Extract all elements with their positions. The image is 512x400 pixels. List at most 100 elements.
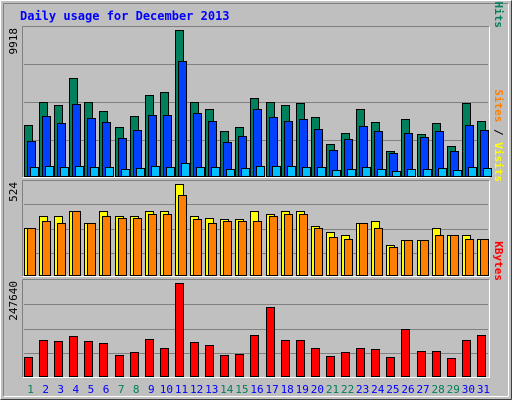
bar-sites xyxy=(344,239,353,276)
bar-kbytes xyxy=(477,335,486,377)
day-label: 4 xyxy=(73,383,80,396)
day-label: 28 xyxy=(432,383,445,396)
day-label: 21 xyxy=(326,383,339,396)
bar-kbytes xyxy=(281,340,290,377)
day-label: 8 xyxy=(133,383,140,396)
bar-pages xyxy=(211,167,220,177)
y-max-label: 247640 xyxy=(7,281,20,321)
bar-pages xyxy=(256,166,265,177)
bar-sites xyxy=(359,223,368,276)
day-label: 3 xyxy=(57,383,64,396)
bar-kbytes xyxy=(326,356,335,377)
day-label: 13 xyxy=(205,383,218,396)
bar-sites xyxy=(404,240,413,276)
day-label: 16 xyxy=(250,383,263,396)
bar-sites xyxy=(420,240,429,276)
day-labels: 1 2 3 4 5 6 7 8 9 10 11 12 13 14 15 16 17 18 19 20 21 22 23 24 2… xyxy=(27,383,490,396)
bar-pages xyxy=(302,167,311,177)
bar-sites xyxy=(435,235,444,276)
bar-kbytes xyxy=(235,354,244,377)
day-label: 14 xyxy=(220,383,234,396)
day-label: 7 xyxy=(118,383,125,396)
legend: Pages / Files / Hits xyxy=(492,0,505,28)
bar-kbytes xyxy=(99,343,108,377)
bar-pages xyxy=(272,166,281,177)
bar-pages xyxy=(407,169,416,177)
chart-title: Daily usage for December 2013 xyxy=(20,9,230,23)
bar-sites xyxy=(118,218,127,276)
bar-pages xyxy=(332,170,341,177)
bar-pages xyxy=(362,167,371,177)
bar-pages xyxy=(317,167,326,177)
bar-sites xyxy=(27,228,36,276)
legend: KBytes xyxy=(492,241,505,281)
bar-pages xyxy=(287,166,296,177)
bar-sites xyxy=(57,223,66,276)
day-label: 30 xyxy=(462,383,475,396)
day-label: 31 xyxy=(477,383,490,396)
bar-pages xyxy=(105,167,114,177)
bar-kbytes xyxy=(39,340,48,377)
bar-sites xyxy=(178,195,187,276)
bar-pages xyxy=(196,167,205,177)
bar-kbytes xyxy=(447,358,456,377)
bar-kbytes xyxy=(130,352,139,377)
bar-sites xyxy=(238,221,247,276)
day-label: 23 xyxy=(356,383,369,396)
bar-pages xyxy=(60,167,69,177)
bar-sites xyxy=(284,214,293,276)
bar-pages xyxy=(377,169,386,177)
bar-pages xyxy=(453,170,462,177)
bar-kbytes xyxy=(341,352,350,377)
chart-panels: 9918 Pages / Files / Hits 524 Sites / Visit… xyxy=(7,0,505,378)
bar-kbytes xyxy=(69,336,78,377)
bar-sites xyxy=(72,211,81,276)
bar-pages xyxy=(423,169,432,177)
bar-kbytes xyxy=(175,283,184,377)
bar-kbytes xyxy=(24,357,33,377)
legend-entry: Sites xyxy=(492,89,505,122)
day-label: 20 xyxy=(311,383,324,396)
day-label: 2 xyxy=(42,383,49,396)
day-label: 18 xyxy=(281,383,294,396)
bar-sites xyxy=(102,216,111,276)
bar-kbytes xyxy=(386,357,395,377)
day-label: 9 xyxy=(148,383,155,396)
bar-kbytes xyxy=(296,340,305,377)
legend: Sites / Visits xyxy=(492,89,505,182)
bar-sites xyxy=(223,221,232,276)
bar-kbytes xyxy=(115,355,124,377)
bar-pages xyxy=(392,171,401,177)
bar-sites xyxy=(87,223,96,276)
legend-entry: KBytes xyxy=(492,241,505,281)
bar-sites xyxy=(163,214,172,276)
bar-sites xyxy=(314,228,323,276)
bar-kbytes xyxy=(54,341,63,377)
bar-sites xyxy=(465,239,474,276)
bar-kbytes xyxy=(266,307,275,377)
day-label: 11 xyxy=(175,383,188,396)
bar-kbytes xyxy=(220,355,229,377)
bar-sites xyxy=(450,235,459,276)
bar-sites xyxy=(133,218,142,276)
bar-pages xyxy=(226,169,235,177)
bar-sites xyxy=(389,247,398,276)
bar-sites xyxy=(480,239,489,276)
day-label: 5 xyxy=(88,383,95,396)
day-label: 27 xyxy=(416,383,429,396)
day-label: 12 xyxy=(190,383,203,396)
bar-sites xyxy=(299,214,308,276)
bar-kbytes xyxy=(190,342,199,377)
bar-kbytes xyxy=(356,348,365,377)
bar-kbytes xyxy=(84,341,93,377)
bar-sites xyxy=(42,221,51,276)
bar-pages xyxy=(347,169,356,177)
bar-pages xyxy=(151,166,160,177)
legend-separator: / xyxy=(492,0,505,2)
bar-kbytes xyxy=(462,340,471,377)
day-label: 19 xyxy=(296,383,309,396)
bar-sites xyxy=(253,221,262,276)
bar-kbytes xyxy=(401,329,410,377)
bar-sites xyxy=(193,219,202,276)
